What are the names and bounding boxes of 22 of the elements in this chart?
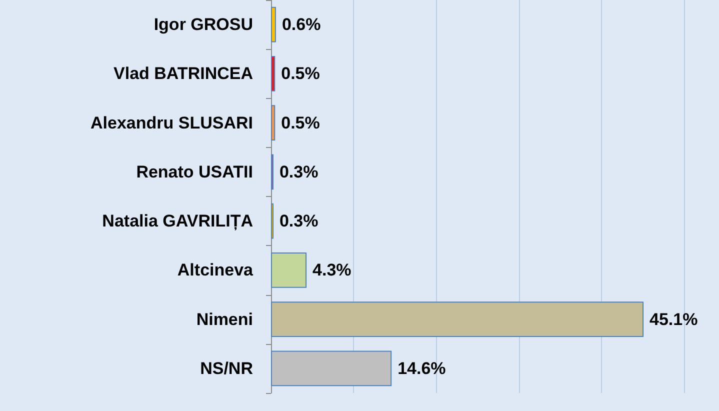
y-tick-label: Nimeni [196,310,253,329]
y-tick-label: Alexandru SLUSARI [90,113,253,132]
y-tick-label: Igor GROSU [154,15,253,34]
bar [271,350,392,386]
y-tick-label: Vlad BATRINCEA [114,64,253,84]
bar [271,302,644,337]
bar [271,6,276,42]
data-label: 0.5% [281,113,320,132]
bar [271,56,276,92]
data-label: 4.3% [312,260,352,280]
data-label: 0.6% [282,15,321,34]
y-tick-label: Natalia GAVRILIȚA [102,212,253,231]
y-tick-label: Renato USATII [136,162,253,182]
y-tick-label: Altcineva [177,260,254,280]
data-label: 0.3% [279,162,318,182]
data-label: 0.5% [281,64,320,84]
bar [271,252,307,288]
data-label: 0.3% [279,212,318,231]
bar [271,105,276,140]
data-label: 45.1% [650,310,698,329]
y-tick-label: NS/NR [200,358,253,378]
data-label: 14.6% [398,358,446,378]
